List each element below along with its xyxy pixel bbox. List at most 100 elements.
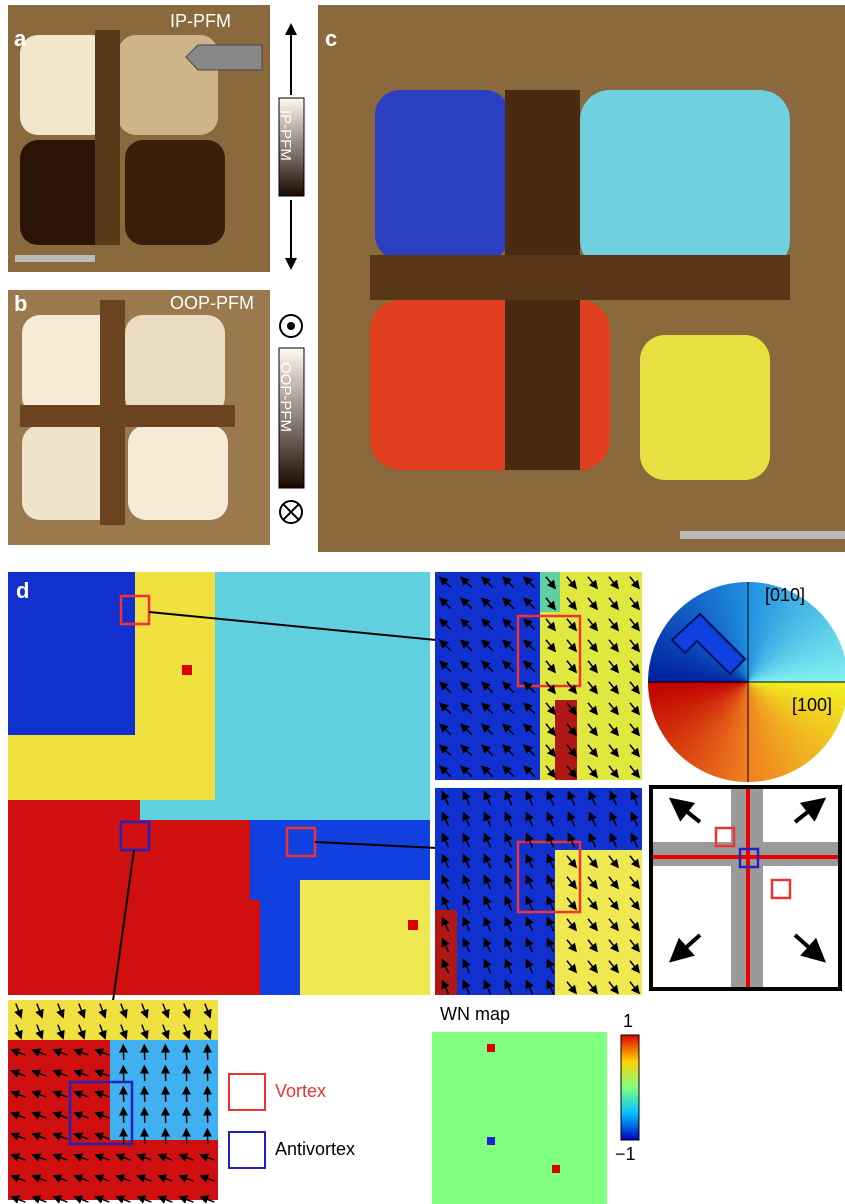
vector-arrow: [94, 1195, 110, 1204]
vector-arrow: [52, 1069, 68, 1078]
vector-arrow: [439, 597, 452, 610]
vector-arrow: [52, 1090, 68, 1099]
vector-arrow: [460, 597, 473, 610]
vector-arrow: [546, 790, 555, 806]
vector-arrow: [73, 1174, 89, 1183]
vector-arrow: [566, 618, 578, 632]
vector-arrow: [502, 744, 515, 757]
vector-arrow: [629, 765, 641, 779]
vector-arrow: [439, 681, 452, 694]
vector-arrow: [608, 639, 620, 653]
vector-arrow: [504, 790, 513, 806]
vector-arrow: [77, 1024, 86, 1040]
vector-arrow: [439, 660, 452, 673]
vector-arrow: [566, 681, 578, 695]
vector-arrow: [608, 681, 620, 695]
vector-arrow: [546, 811, 555, 827]
vector-arrow: [462, 979, 471, 995]
vector-arrow: [462, 790, 471, 806]
vector-arrow: [73, 1048, 89, 1057]
vector-arrow: [629, 981, 641, 995]
vector-arrow: [441, 811, 450, 827]
schematic: [649, 785, 842, 991]
vector-arrow: [629, 681, 641, 695]
vector-arrow: [56, 1024, 65, 1040]
vector-arrow: [587, 855, 599, 869]
vector-arrow: [587, 744, 599, 758]
vector-arrow: [629, 723, 641, 737]
vector-arrow: [525, 895, 534, 911]
vector-arrow: [483, 874, 492, 890]
vector-arrow: [481, 576, 494, 589]
vector-arrow: [566, 981, 578, 995]
vector-arrow: [608, 744, 620, 758]
vector-arrow: [439, 639, 452, 652]
vector-arrow: [525, 832, 534, 848]
vector-arrow: [523, 765, 536, 778]
vector-arrow: [567, 832, 576, 848]
vector-arrow: [502, 765, 515, 778]
vector-arrow: [441, 895, 450, 911]
vector-arrow: [566, 765, 578, 779]
vector-arrow: [523, 702, 536, 715]
vector-arrow: [119, 1003, 128, 1019]
vector-arrow: [587, 960, 599, 974]
vector-arrow: [629, 876, 641, 890]
vector-arrow: [462, 832, 471, 848]
vector-arrow: [462, 853, 471, 869]
vector-arrow: [630, 811, 639, 827]
vector-arrow: [523, 744, 536, 757]
vector-arrow: [523, 660, 536, 673]
vector-arrow: [504, 832, 513, 848]
vector-arrow: [483, 790, 492, 806]
vector-arrow: [460, 765, 473, 778]
vector-arrow: [52, 1048, 68, 1057]
vector-arrow: [98, 1003, 107, 1019]
vector-arrow: [587, 981, 599, 995]
vector-arrow: [115, 1195, 131, 1204]
vector-arrow: [588, 790, 597, 806]
legend-label: Antivortex: [275, 1139, 355, 1159]
vector-arrow: [525, 853, 534, 869]
vector-arrow: [441, 790, 450, 806]
out-of-plane-symbol: [279, 314, 303, 338]
vector-arrow: [608, 981, 620, 995]
panel-a: [8, 5, 270, 272]
vector-arrow: [10, 1111, 26, 1120]
vector-arrow: [630, 832, 639, 848]
vector-arrow: [629, 618, 641, 632]
vector-arrow: [462, 937, 471, 953]
legend-swatch: [228, 1131, 266, 1169]
vector-arrow: [502, 660, 515, 673]
vector-arrow: [502, 639, 515, 652]
panel-label: IP-PFM: [170, 11, 231, 31]
vector-arrow: [608, 960, 620, 974]
vector-arrow: [199, 1195, 215, 1204]
vector-arrow: [588, 811, 597, 827]
into-plane-symbol: [282, 503, 300, 521]
vector-arrow: [178, 1174, 194, 1183]
vector-arrow: [587, 597, 599, 611]
vector-arrow: [136, 1195, 152, 1204]
panel-letter: a: [14, 26, 27, 51]
vector-arrow: [587, 918, 599, 932]
vector-arrow: [52, 1195, 68, 1204]
vector-arrow: [608, 618, 620, 632]
vector-arrow: [35, 1003, 44, 1019]
panel-letter: b: [14, 291, 27, 316]
wn-point: [487, 1044, 495, 1052]
vector-arrow: [481, 660, 494, 673]
into-plane-symbol: [279, 500, 303, 524]
vector-arrow: [629, 897, 641, 911]
vector-arrow: [460, 723, 473, 736]
vector-arrow: [94, 1111, 110, 1120]
vector-arrow: [504, 811, 513, 827]
vector-arrow: [203, 1024, 212, 1040]
vector-arrow: [629, 960, 641, 974]
vector-arrow: [10, 1132, 26, 1141]
vector-arrow: [608, 660, 620, 674]
vector-arrow: [608, 855, 620, 869]
vector-arrow: [546, 937, 555, 953]
vector-arrow: [460, 681, 473, 694]
vector-arrow: [608, 918, 620, 932]
